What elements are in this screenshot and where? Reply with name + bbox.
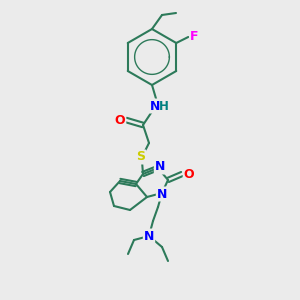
Text: O: O (115, 113, 125, 127)
Text: H: H (159, 100, 169, 112)
Text: F: F (190, 31, 199, 44)
Text: N: N (157, 188, 167, 200)
Text: N: N (144, 230, 154, 242)
Text: O: O (184, 167, 194, 181)
Text: N: N (155, 160, 165, 173)
Text: N: N (150, 100, 160, 112)
Text: S: S (136, 151, 146, 164)
